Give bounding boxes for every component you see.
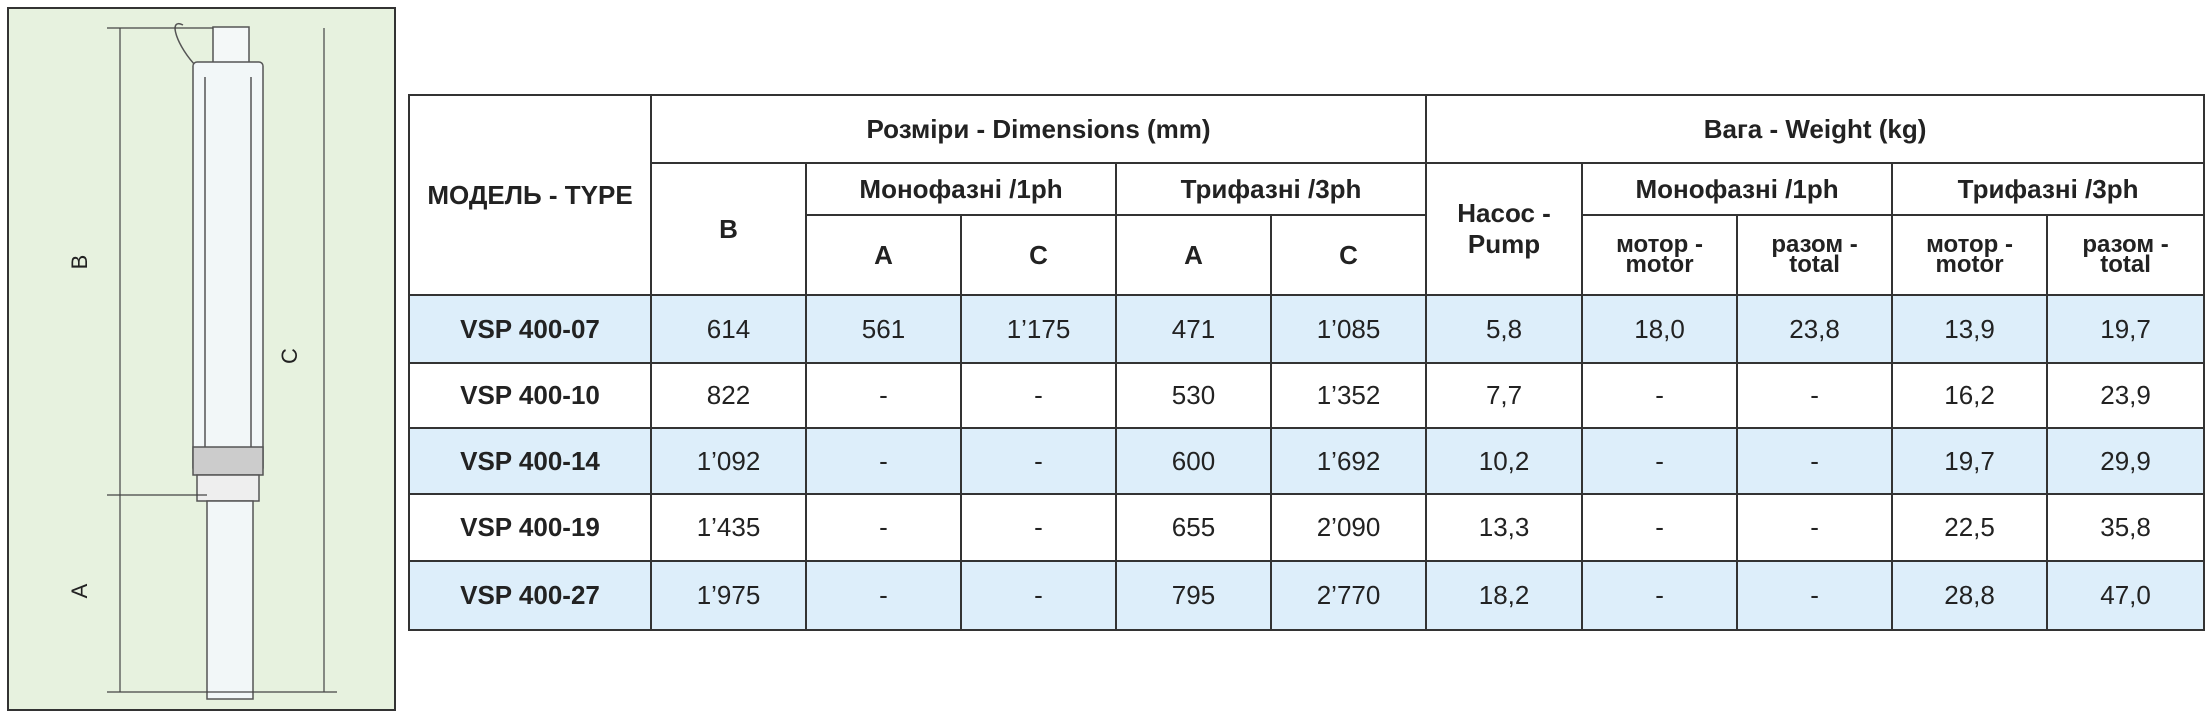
header-cell: C — [1269, 214, 1428, 296]
header-cell: мотор - motor — [1891, 214, 2049, 296]
value-cell: 23,8 — [1736, 294, 1894, 364]
pump-drawing: B C A — [7, 7, 396, 711]
value-cell: 13,9 — [1891, 294, 2049, 364]
header-cell: мотор - motor — [1581, 214, 1739, 296]
label-a: A — [67, 583, 92, 598]
value-cell: 795 — [1115, 560, 1272, 631]
value-cell: - — [1736, 560, 1894, 631]
value-cell: 822 — [650, 362, 807, 429]
value-cell: - — [1581, 560, 1739, 631]
value-cell: 13,3 — [1425, 493, 1584, 562]
value-cell: - — [960, 560, 1117, 631]
value-cell: 5,8 — [1425, 294, 1584, 364]
header-cell: Насос - Pump — [1425, 162, 1584, 296]
value-cell: 614 — [650, 294, 807, 364]
model-cell: VSP 400-19 — [408, 493, 652, 562]
value-cell: - — [960, 362, 1117, 429]
dimension-lines — [107, 27, 337, 693]
header-cell: Монофазні /1ph — [1581, 162, 1894, 216]
value-cell: - — [805, 362, 962, 429]
value-cell: - — [805, 427, 962, 495]
table-row: VSP 400-19 1’435- -655 2’090 13,3- -22,5 35,8 — [408, 493, 2206, 562]
header-cell: C — [960, 214, 1117, 296]
table-body: VSP 400-07 614 561 1’175 471 1’085 5,8 18,0 23,8… — [408, 294, 2206, 631]
header-cell: МОДЕЛЬ - TYPE — [408, 94, 652, 296]
header-cell: Розміри - Dimensions (mm) — [649, 94, 1428, 164]
value-cell: 1’352 — [1269, 362, 1428, 429]
value-cell: 22,5 — [1891, 493, 2049, 562]
value-cell: - — [1581, 427, 1739, 495]
value-cell: 16,2 — [1891, 362, 2049, 429]
table-row: VSP 400-27 1’975- -795 2’770 18,2- -28,8 47,0 — [408, 560, 2206, 631]
model-cell: VSP 400-14 — [408, 427, 652, 495]
value-cell: 2’090 — [1269, 493, 1428, 562]
value-cell: 18,0 — [1581, 294, 1739, 364]
value-cell: 47,0 — [2046, 560, 2206, 631]
pump — [174, 22, 264, 700]
value-cell: 2’770 — [1269, 560, 1428, 631]
value-cell: - — [805, 493, 962, 562]
table-row: VSP 400-14 1’092- -600 1’692 10,2- -19,7 29,9 — [408, 427, 2206, 495]
header-cell: разом - total — [1736, 214, 1894, 296]
value-cell: 1’092 — [650, 427, 807, 495]
model-cell: VSP 400-10 — [408, 362, 652, 429]
value-cell: 28,8 — [1891, 560, 2049, 631]
value-cell: 530 — [1115, 362, 1272, 429]
value-cell: 1’085 — [1269, 294, 1428, 364]
spec-table: МОДЕЛЬ - TYPE Розміри - Dimensions (mm) … — [408, 94, 2206, 631]
value-cell: 35,8 — [2046, 493, 2206, 562]
model-cell: VSP 400-27 — [408, 560, 652, 631]
header-cell: B — [650, 162, 807, 296]
header-cell: A — [805, 214, 962, 296]
header-cell: A — [1115, 214, 1272, 296]
header-cell: Трифазні /3ph — [1114, 162, 1428, 216]
value-cell: - — [1736, 493, 1894, 562]
label-c: C — [277, 348, 302, 364]
header-cell: Монофазні /1ph — [805, 162, 1117, 216]
table-row: VSP 400-07 614 561 1’175 471 1’085 5,8 18,0 23,8… — [408, 294, 2206, 364]
value-cell: 471 — [1115, 294, 1272, 364]
header-cell: Трифазні /3ph — [1891, 162, 2206, 216]
header-cell: Вага - Weight (kg) — [1425, 94, 2206, 164]
label-b: B — [67, 255, 92, 270]
table-row: VSP 400-10 822- -530 1’352 7,7- -16,2 23,9 — [408, 362, 2206, 429]
value-cell: - — [1736, 427, 1894, 495]
value-cell: 23,9 — [2046, 362, 2206, 429]
value-cell: - — [1581, 493, 1739, 562]
model-cell: VSP 400-07 — [408, 294, 652, 364]
value-cell: 18,2 — [1425, 560, 1584, 631]
value-cell: - — [1581, 362, 1739, 429]
value-cell: - — [960, 427, 1117, 495]
value-cell: 561 — [805, 294, 962, 364]
value-cell: 1’175 — [960, 294, 1117, 364]
value-cell: 19,7 — [2046, 294, 2206, 364]
header-cell: разом - total — [2046, 214, 2206, 296]
value-cell: - — [805, 560, 962, 631]
value-cell: - — [1736, 362, 1894, 429]
value-cell: 10,2 — [1425, 427, 1584, 495]
value-cell: 1’975 — [650, 560, 807, 631]
value-cell: 19,7 — [1891, 427, 2049, 495]
value-cell: 29,9 — [2046, 427, 2206, 495]
value-cell: - — [960, 493, 1117, 562]
value-cell: 655 — [1115, 493, 1272, 562]
value-cell: 1’692 — [1269, 427, 1428, 495]
value-cell: 7,7 — [1425, 362, 1584, 429]
value-cell: 600 — [1115, 427, 1272, 495]
value-cell: 1’435 — [650, 493, 807, 562]
